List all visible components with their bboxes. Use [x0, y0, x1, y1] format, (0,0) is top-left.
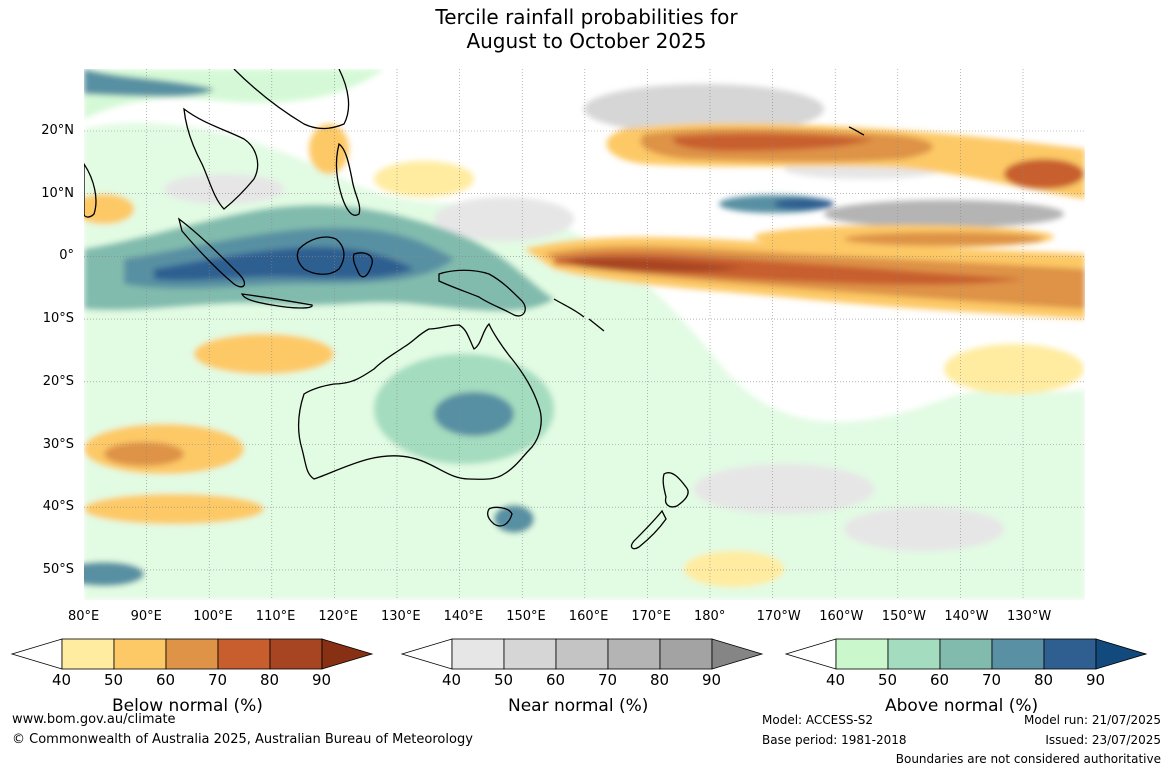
colorbar-segment — [1043, 638, 1097, 670]
longitude-label: 150°E — [506, 609, 546, 624]
colorbar-segment — [451, 638, 505, 670]
colorbar-low-triangle — [400, 638, 453, 670]
latitude-label: 40°S — [42, 499, 74, 515]
colorbar-tick-label: 70 — [208, 671, 228, 689]
colorbar-segment — [61, 638, 115, 670]
below-normal-colorbar — [10, 638, 374, 670]
colorbar-segment — [113, 638, 167, 670]
colorbar-tick-label: 80 — [1034, 671, 1054, 689]
new-zealand-coastline — [630, 472, 689, 550]
graticule — [84, 69, 1085, 600]
colorbar-tick-label: 80 — [650, 671, 670, 689]
colorbar-tick-label: 40 — [52, 671, 72, 689]
colorbar-tick-label: 60 — [156, 671, 176, 689]
longitude-label: 140°W — [944, 609, 989, 624]
near-normal-colorbar — [400, 638, 764, 670]
near-normal-title: Near normal (%) — [508, 696, 649, 716]
chart-title-line2: August to October 2025 — [466, 29, 707, 53]
website-link[interactable]: www.bom.gov.au/climate — [12, 712, 176, 727]
longitude-label: 170°W — [756, 609, 801, 624]
above-normal-colorbar — [784, 638, 1148, 670]
model-text: Model: ACCESS-S2 — [762, 713, 874, 727]
colorbar-segment — [555, 638, 609, 670]
longitude-label: 130°W — [1007, 609, 1052, 624]
solomon-islands-coastline — [553, 298, 605, 332]
colorbar-segment — [269, 638, 323, 670]
colorbar-tick-label: 40 — [442, 671, 462, 689]
longitude-label: 110°E — [255, 609, 296, 624]
colorbar-high-triangle — [711, 638, 764, 670]
latitude-label: 10°S — [42, 311, 74, 327]
latitude-label: 0° — [59, 248, 74, 264]
longitude-label: 130°E — [381, 609, 421, 624]
longitude-label: 140°E — [443, 609, 484, 624]
colorbar-tick-label: 40 — [826, 671, 846, 689]
model-run-text: Model run: 21/07/2025 — [1023, 713, 1161, 727]
longitude-label: 90°E — [130, 609, 162, 624]
chart-title-line1: Tercile rainfall probabilities for — [435, 5, 738, 29]
colorbar-segment — [835, 638, 889, 670]
borneo-coastline — [296, 236, 345, 275]
latitude-label: 50°S — [42, 561, 74, 577]
hawaii-coastline — [848, 126, 865, 136]
colorbar-tick-label: 60 — [930, 671, 950, 689]
longitude-label: 180° — [694, 609, 726, 624]
colorbar-segment — [165, 638, 219, 670]
below-normal-title: Below normal (%) — [112, 696, 263, 716]
java-coastline — [240, 293, 313, 309]
coastlines — [84, 69, 865, 550]
tasmania-coastline — [487, 506, 513, 527]
indochina-coastline — [183, 107, 259, 210]
colorbar-segment — [659, 638, 713, 670]
colorbar-low-triangle — [784, 638, 837, 670]
latitude-label: 20°N — [41, 123, 74, 138]
colorbar-tick-label: 70 — [598, 671, 618, 689]
colorbar-tick-label: 90 — [702, 671, 722, 689]
colorbar-tick-label: 90 — [1086, 671, 1106, 689]
longitude-label: 150°W — [881, 609, 926, 624]
sulawesi-coastline — [352, 252, 373, 278]
forecast-map — [84, 69, 1085, 600]
colorbar-segment — [607, 638, 661, 670]
colorbar-high-triangle — [1095, 638, 1148, 670]
colorbar-segment — [939, 638, 993, 670]
longitude-label: 170°E — [631, 609, 671, 624]
india-coastline — [84, 162, 97, 218]
colorbar-tick-label: 60 — [546, 671, 566, 689]
longitude-label: 80°E — [68, 609, 100, 624]
philippines-coastline — [335, 142, 361, 216]
disclaimer-text: Boundaries are not considered authoritat… — [895, 752, 1161, 766]
colorbar-segment — [503, 638, 557, 670]
sumatra-coastline — [177, 217, 246, 288]
base-period-text: Base period: 1981-2018 — [762, 733, 907, 747]
china-coastline — [233, 69, 350, 130]
colorbar-segment — [217, 638, 271, 670]
latitude-label: 30°S — [42, 436, 74, 452]
copyright-text: © Commonwealth of Australia 2025, Austra… — [12, 732, 473, 747]
longitude-label: 100°E — [193, 609, 233, 624]
australia-coastline — [298, 322, 542, 480]
longitude-label: 120°E — [318, 609, 358, 624]
longitude-label: 160°W — [819, 609, 864, 624]
colorbar-segment — [991, 638, 1045, 670]
colorbar-tick-label: 50 — [104, 671, 124, 689]
issued-text: Issued: 23/07/2025 — [1045, 733, 1161, 747]
colorbar-tick-label: 50 — [878, 671, 898, 689]
latitude-label: 20°S — [42, 373, 74, 389]
colorbar-segment — [887, 638, 941, 670]
colorbar-high-triangle — [321, 638, 374, 670]
longitude-label: 160°E — [568, 609, 609, 624]
colorbar-tick-label: 50 — [494, 671, 514, 689]
above-normal-title: Above normal (%) — [885, 696, 1039, 716]
latitude-label: 10°N — [41, 185, 74, 201]
colorbar-tick-label: 80 — [260, 671, 280, 689]
colorbar-tick-label: 70 — [982, 671, 1002, 689]
colorbar-low-triangle — [10, 638, 63, 670]
colorbar-tick-label: 90 — [312, 671, 332, 689]
new-guinea-coastline — [438, 269, 526, 317]
